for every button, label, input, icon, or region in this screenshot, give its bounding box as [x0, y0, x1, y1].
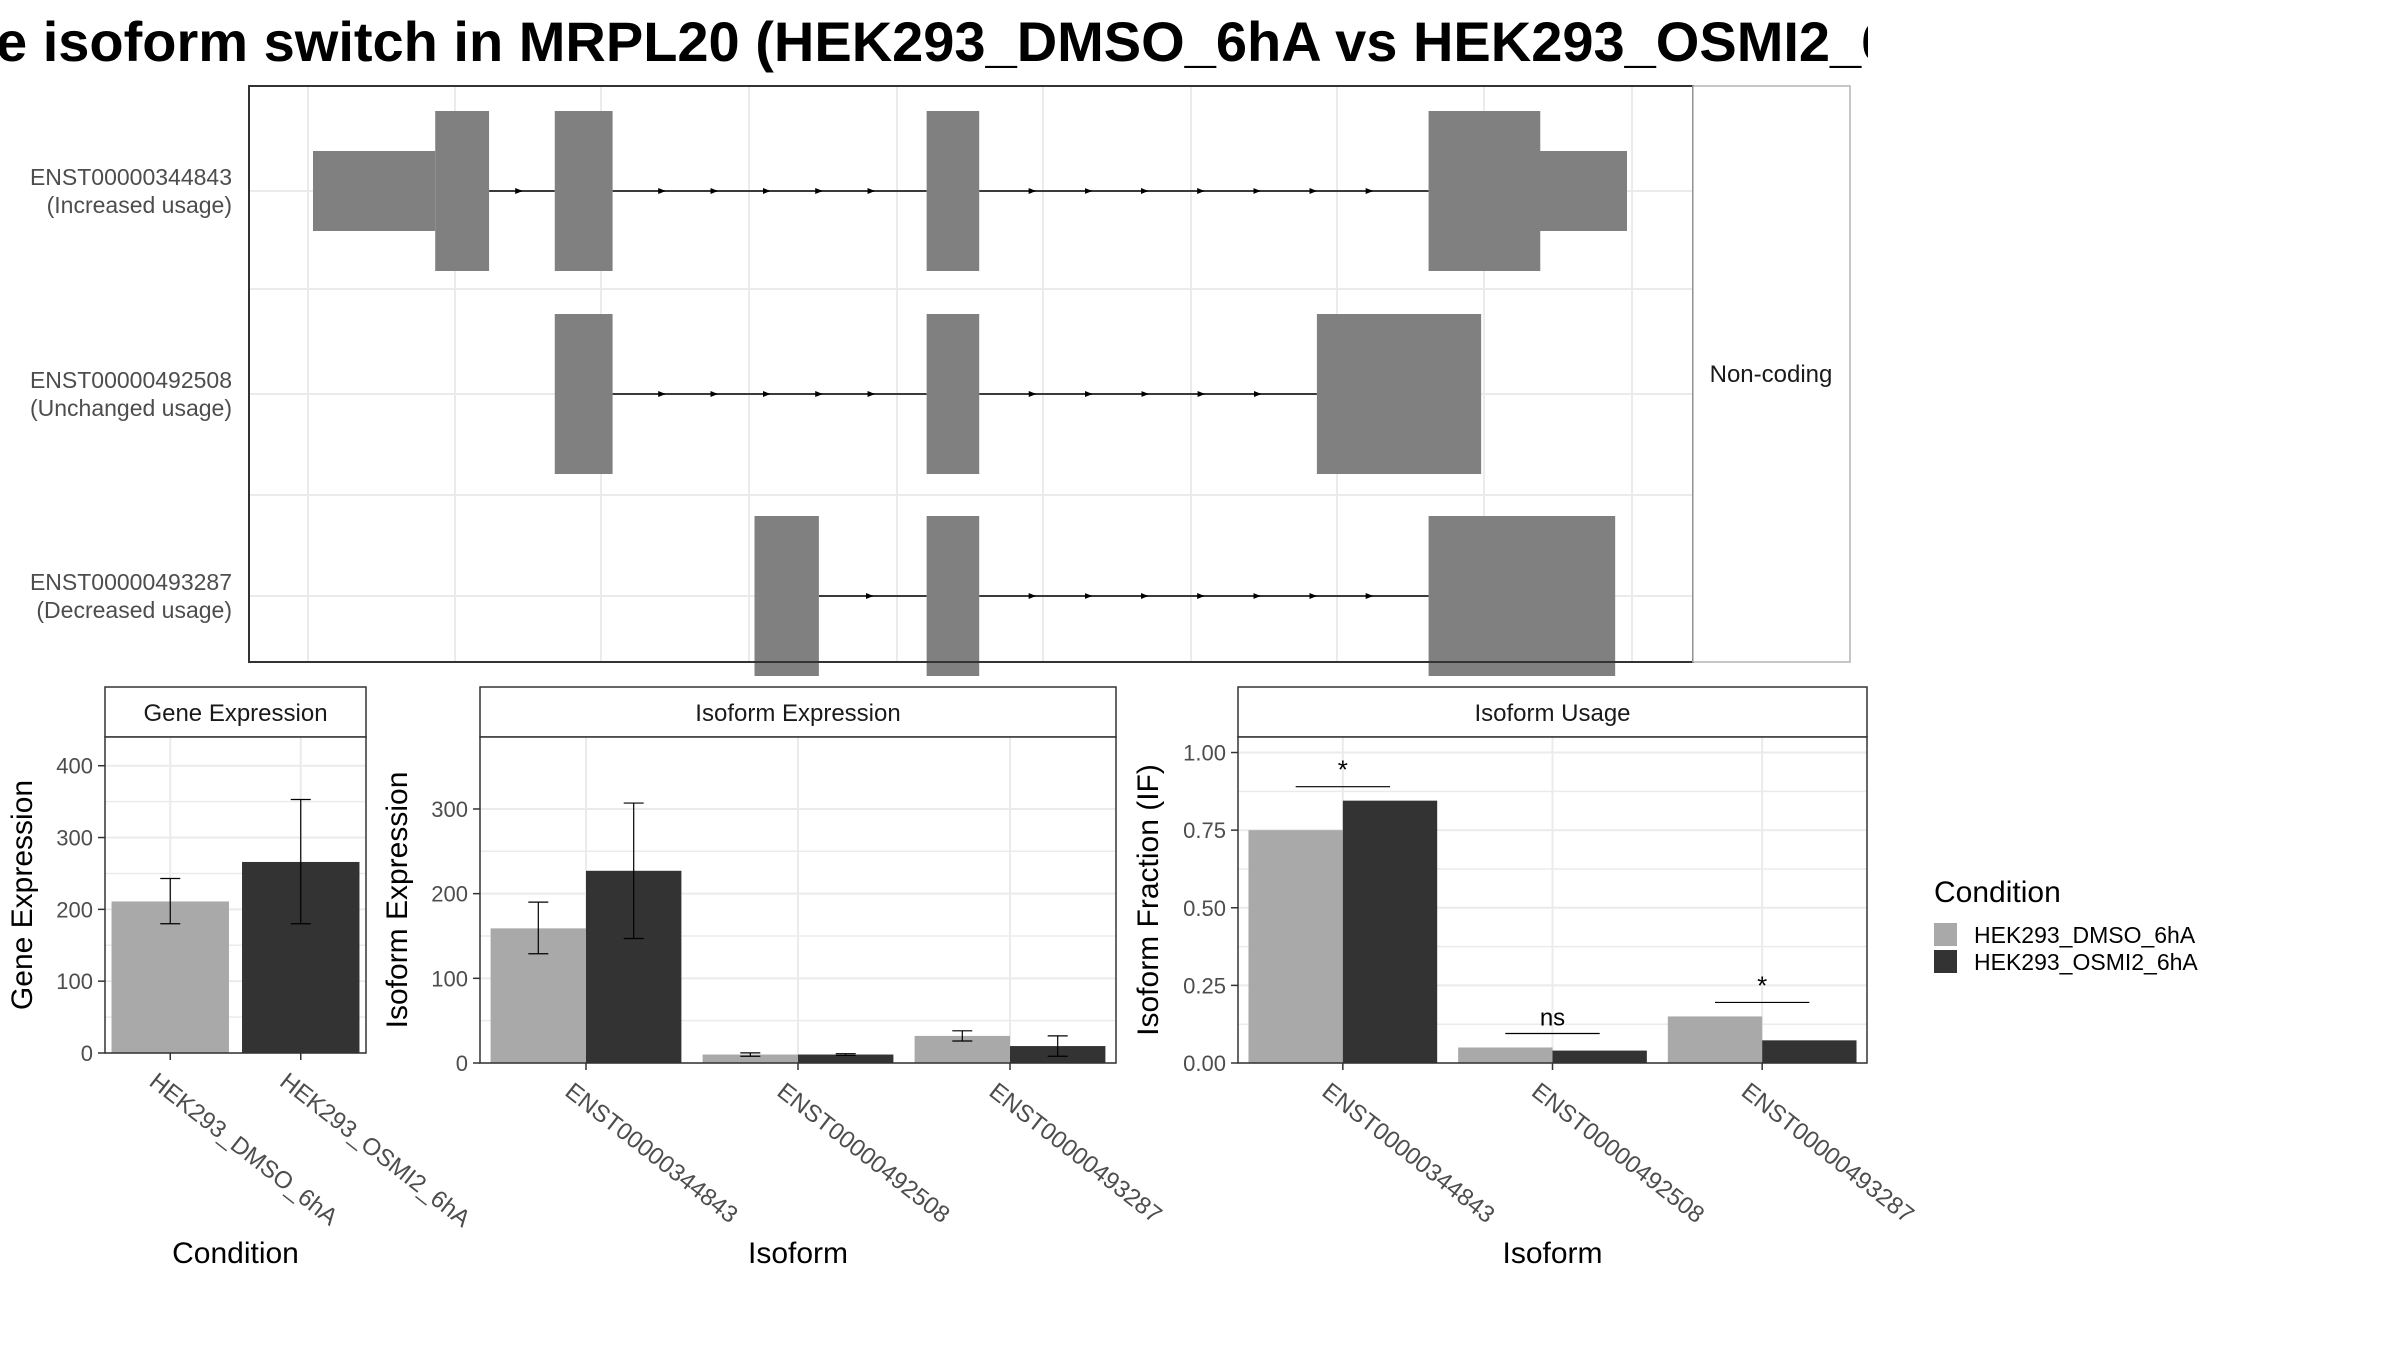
exon-block: [435, 111, 490, 271]
isoform-expression-xtick-label: ENST00000493287: [984, 1078, 1167, 1229]
figure-title: e isoform switch in MRPL20 (HEK293_DMSO_…: [0, 10, 1868, 73]
isoform-expression-xtick-label: ENST00000344843: [560, 1078, 743, 1229]
exon-block: [1316, 314, 1482, 474]
gene-expression-xlabel: Condition: [172, 1237, 299, 1270]
isoform-usage-ytick-label: 0.00: [1183, 1051, 1226, 1076]
isoform-usage-strip-title: Isoform Usage: [1474, 700, 1630, 727]
isoform-usage-significance-label: ns: [1540, 1005, 1565, 1032]
isoform-usage-ytick-label: 0.25: [1183, 973, 1226, 998]
isoform-expression-ytick-label: 100: [431, 966, 468, 991]
isoform-usage-bar: [1342, 800, 1438, 1063]
isoform-usage-xtick-label: ENST00000493287: [1736, 1078, 1919, 1229]
exon-block: [554, 314, 613, 474]
strip-label-noncoding: Non-coding: [1710, 361, 1833, 388]
transcript-usage-label: (Increased usage): [47, 192, 232, 218]
isoform-expression-strip-title: Isoform Expression: [695, 700, 900, 727]
exon-block: [926, 516, 980, 676]
gene-expression-strip: [104, 686, 367, 738]
isoform-usage-bar: [1458, 1047, 1553, 1063]
gene-expression-ytick-label: 400: [56, 754, 93, 779]
utr-block: [313, 151, 436, 231]
legend-swatch: [1934, 923, 1957, 946]
exon-block: [1428, 111, 1541, 271]
transcript-usage-label: (Unchanged usage): [30, 395, 232, 421]
legend-item-label: HEK293_DMSO_6hA: [1974, 922, 2196, 948]
isoform-usage-xtick-label: ENST00000344843: [1317, 1078, 1500, 1229]
isoform-expression-ytick-label: 0: [456, 1051, 468, 1076]
exon-block: [754, 516, 819, 676]
transcript-id-label: ENST00000344843: [30, 164, 232, 190]
isoform-usage-bar: [1248, 830, 1343, 1063]
isoform-expression-ytick-label: 300: [431, 797, 468, 822]
structure-strip-box: [1692, 85, 1851, 663]
gene-expression-panel-border: [104, 736, 367, 1054]
exon-block: [926, 314, 980, 474]
legend-item-label: HEK293_OSMI2_6hA: [1974, 949, 2198, 975]
gene-expression-ytick-label: 0: [81, 1041, 93, 1066]
isoform-usage-bar: [1667, 1016, 1763, 1063]
isoform-usage-xlabel: Isoform: [1502, 1237, 1602, 1270]
exon-block: [1428, 516, 1616, 676]
isoform-usage-significance-label: *: [1757, 970, 1767, 1000]
gene-expression-ylabel: Gene Expression: [6, 780, 39, 1010]
transcript-id-label: ENST00000493287: [30, 569, 232, 595]
isoform-expression-strip: [479, 686, 1117, 738]
legend-title: Condition: [1934, 876, 2061, 909]
isoform-usage-ytick-label: 0.50: [1183, 896, 1226, 921]
transcript-usage-label: (Decreased usage): [36, 597, 232, 623]
gene-expression-bar: [111, 901, 229, 1053]
isoform-expression-ytick-label: 200: [431, 882, 468, 907]
isoform-expression-ylabel: Isoform Expression: [381, 772, 414, 1029]
exon-block: [926, 111, 980, 271]
isoform-expression-xtick-label: ENST00000492508: [772, 1078, 955, 1229]
gene-expression-ytick-label: 300: [56, 826, 93, 851]
legend-swatch: [1934, 950, 1957, 973]
gene-expression-ytick-label: 100: [56, 969, 93, 994]
gene-expression-strip-title: Gene Expression: [143, 700, 327, 727]
isoform-expression-xlabel: Isoform: [748, 1237, 848, 1270]
isoform-usage-significance-label: *: [1338, 755, 1348, 785]
exon-block: [554, 111, 613, 271]
isoform-usage-bar: [1552, 1050, 1647, 1063]
isoform-expression-bar: [702, 1054, 798, 1063]
isoform-usage-bar: [1762, 1040, 1857, 1063]
gene-expression-ytick-label: 200: [56, 897, 93, 922]
transcript-id-label: ENST00000492508: [30, 367, 232, 393]
isoform-usage-xtick-label: ENST00000492508: [1526, 1078, 1709, 1229]
isoform-usage-ylabel: Isoform Fraction (IF): [1132, 764, 1165, 1036]
isoform-usage-ytick-label: 1.00: [1183, 741, 1226, 766]
isoform-expression-bar: [798, 1054, 894, 1063]
isoform-usage-ytick-label: 0.75: [1183, 818, 1226, 843]
